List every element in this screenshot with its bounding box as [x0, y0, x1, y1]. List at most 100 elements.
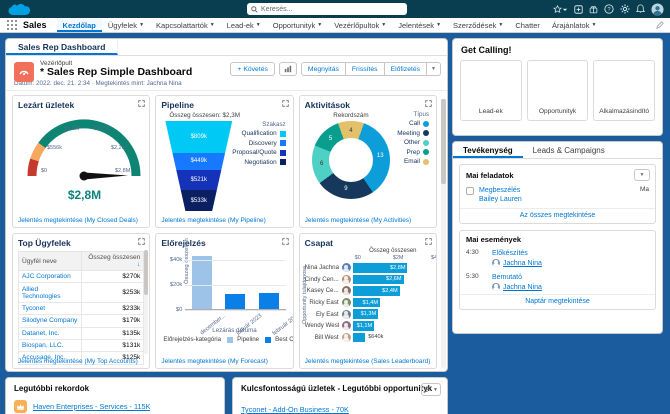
recent-record-link[interactable]: Haven Enterprises - Services - 115K: [33, 402, 151, 411]
funnel-segment: $533k: [165, 190, 233, 211]
notifications-bell-icon[interactable]: [636, 4, 645, 14]
guidance-icon[interactable]: [589, 5, 598, 14]
key-deals-title: Kulcsfontosságú üzletek - Legutóbbi oppo…: [241, 384, 433, 393]
owner-name: Cindy Cen...: [304, 275, 339, 283]
nav-tab[interactable]: Kezdőlap: [56, 18, 102, 32]
key-deals-card: Kulcsfontosságú üzletek - Legutóbbi oppo…: [232, 377, 448, 414]
key-deals-settings-button[interactable]: ▼: [421, 383, 441, 396]
table-scrollbar[interactable]: [144, 250, 149, 354]
view-report-link[interactable]: Jelentés megtekintése (My Forecast): [161, 358, 268, 365]
account-link[interactable]: Datanet, Inc.: [18, 326, 82, 340]
nav-tab[interactable]: Vezérlőpultok ▼: [334, 20, 387, 30]
expand-icon[interactable]: [281, 238, 289, 245]
nav-tab[interactable]: Árajánlatok ▼: [551, 20, 597, 30]
favorites-star-icon[interactable]: [553, 4, 568, 14]
nav-tab[interactable]: Opportunityk ▼: [272, 20, 323, 30]
closed-deals-gauge-tile: Lezárt üzletek $0 $556k $1,1M $1,7M $2,2M $2,…: [12, 95, 151, 228]
task-subject-link[interactable]: Megbeszélés: [479, 187, 521, 194]
legend-item: Proposal/Quote: [232, 149, 286, 156]
task-related-link[interactable]: Bailey Lauren: [479, 196, 522, 203]
activities-donut-tile: Aktivitások Rekordszám 13 9 6 5 4 Típus Call M…: [298, 95, 437, 228]
app-launcher-shortcut-card[interactable]: Alkalmazásindító: [593, 60, 656, 121]
tab-leads-campaigns[interactable]: Leads & Campaigns: [532, 146, 605, 155]
more-actions-caret-button[interactable]: ▼: [426, 62, 441, 76]
tasks-dropdown-button[interactable]: ▼: [634, 169, 650, 181]
dashboard-header: Vezérlőpult * Sales Rep Simple Dashboard…: [6, 56, 447, 91]
subscribe-button[interactable]: Előfizetés: [383, 62, 428, 76]
help-icon[interactable]: ?: [604, 4, 614, 14]
chevron-down-icon: ▼: [317, 22, 323, 28]
account-link[interactable]: Silodyne Company: [18, 314, 82, 328]
column-header-sorted[interactable]: Összeg összesen ↓: [80, 251, 145, 271]
view-report-link[interactable]: Jelentés megtekintése (Sales Leaderboard…: [304, 358, 431, 365]
team-leaderboard-tile: Csapat Összeg összesen $0 $2M $4M Opportun…: [298, 233, 437, 369]
open-button[interactable]: Megnyitás: [300, 62, 346, 76]
search-placeholder: Keresés...: [261, 5, 293, 13]
account-link[interactable]: Tyconet: [18, 301, 82, 316]
get-calling-card: Get Calling! Lead-ek Opportunityk Alkalm…: [452, 38, 663, 136]
nav-tab[interactable]: Jelentések ▼: [398, 20, 442, 30]
expand-icon[interactable]: [138, 100, 146, 107]
view-all-tasks-link[interactable]: Az összes megtekintése: [519, 212, 596, 219]
profile-avatar[interactable]: [651, 2, 664, 16]
gauge-tick-label: $1,1M: [64, 126, 80, 132]
task-due-label: Ma: [639, 186, 649, 193]
event-subject-link[interactable]: Bemutató: [492, 274, 522, 281]
view-report-link[interactable]: Jelentés megtekintése (My Closed Deals): [18, 217, 138, 224]
tab-activity[interactable]: Tevékenység: [453, 142, 523, 158]
event-person-link[interactable]: Jachna Nina: [503, 283, 542, 291]
account-link[interactable]: Allied Technologies: [18, 282, 82, 303]
y-tick-label: $40k: [169, 257, 183, 264]
expand-icon[interactable]: [425, 238, 432, 245]
event-subject-link[interactable]: Előkészítés: [492, 250, 528, 257]
setup-gear-icon[interactable]: [620, 4, 630, 14]
nav-tab[interactable]: Ügyfelek ▼: [107, 20, 145, 30]
nav-tab[interactable]: Szerződések ▼: [453, 20, 504, 30]
dashboard-scrollbar[interactable]: [441, 99, 446, 368]
chart-action-icon-button[interactable]: [278, 62, 297, 76]
event-row: 5:30 Bemutató Jachna Nina: [460, 270, 655, 294]
event-time: 5:30: [466, 273, 479, 280]
nav-tab[interactable]: Lead-ek ▼: [226, 20, 261, 30]
opportunities-shortcut-card[interactable]: Opportunityk: [526, 60, 589, 121]
forecast-plot: Összeg összesen $40k$20k$0: [170, 238, 286, 313]
follow-button[interactable]: + Követés: [230, 62, 275, 76]
gauge-tick-label: $556k: [47, 145, 62, 151]
task-checkbox[interactable]: [466, 187, 474, 195]
workspace-tab-sales-rep-dashboard[interactable]: Sales Rep Dashboard: [6, 39, 119, 55]
account-link[interactable]: AJC Corporation: [18, 269, 82, 284]
account-link[interactable]: Biospan, LLC.: [18, 338, 82, 353]
expand-icon[interactable]: [425, 100, 432, 107]
nav-tab[interactable]: Kapcsolattartók ▼: [156, 20, 215, 30]
column-header[interactable]: Ügyfél neve: [18, 251, 82, 271]
nav-tab[interactable]: Chatter: [515, 20, 540, 30]
team-bar: $1,4M: [352, 297, 381, 308]
team-bar: $2,4M: [352, 286, 400, 296]
expand-icon[interactable]: [281, 100, 289, 107]
app-launcher-icon[interactable]: [7, 20, 17, 30]
donut-measure-label: Rekordszám: [333, 112, 369, 119]
entity-type-label: Vezérlőpult: [40, 60, 73, 67]
donut-value-label: 9: [344, 186, 348, 193]
global-search-input[interactable]: Keresés...: [247, 3, 407, 15]
team-bar: $2,8M: [352, 263, 408, 273]
leads-shortcut-card[interactable]: Lead-ek: [460, 60, 522, 121]
view-calendar-link[interactable]: Naptár megtekintése: [525, 298, 590, 305]
key-deal-link[interactable]: Tyconet - Add-On Business - 70K: [241, 405, 349, 414]
team-row: Ely East $1,3M: [305, 308, 431, 320]
view-report-link[interactable]: Jelentés megtekintése (My Activities): [304, 217, 412, 224]
legend-item: Other: [397, 139, 429, 146]
team-row: Cindy Cen... $2,6M: [305, 274, 431, 286]
view-report-link[interactable]: Jelentés megtekintése (My Top Accounts): [18, 358, 138, 365]
expand-icon[interactable]: [138, 238, 146, 245]
app-launcher-shortcut-label: Alkalmazásindító: [599, 108, 650, 115]
event-person-link[interactable]: Jachna Nina: [503, 259, 542, 267]
refresh-button[interactable]: Frissítés: [344, 62, 385, 76]
edit-nav-pencil-icon[interactable]: [656, 21, 664, 29]
funnel-total-label: Összeg összesen: $2,3M: [169, 112, 241, 119]
tile-title: Lezárt üzletek: [18, 100, 75, 110]
funnel-chart: $809k $449k $521k $533k: [165, 121, 233, 211]
avatar: [341, 321, 351, 331]
view-report-link[interactable]: Jelentés megtekintése (My Pipeline): [161, 217, 266, 224]
global-actions-icon[interactable]: [574, 4, 583, 14]
